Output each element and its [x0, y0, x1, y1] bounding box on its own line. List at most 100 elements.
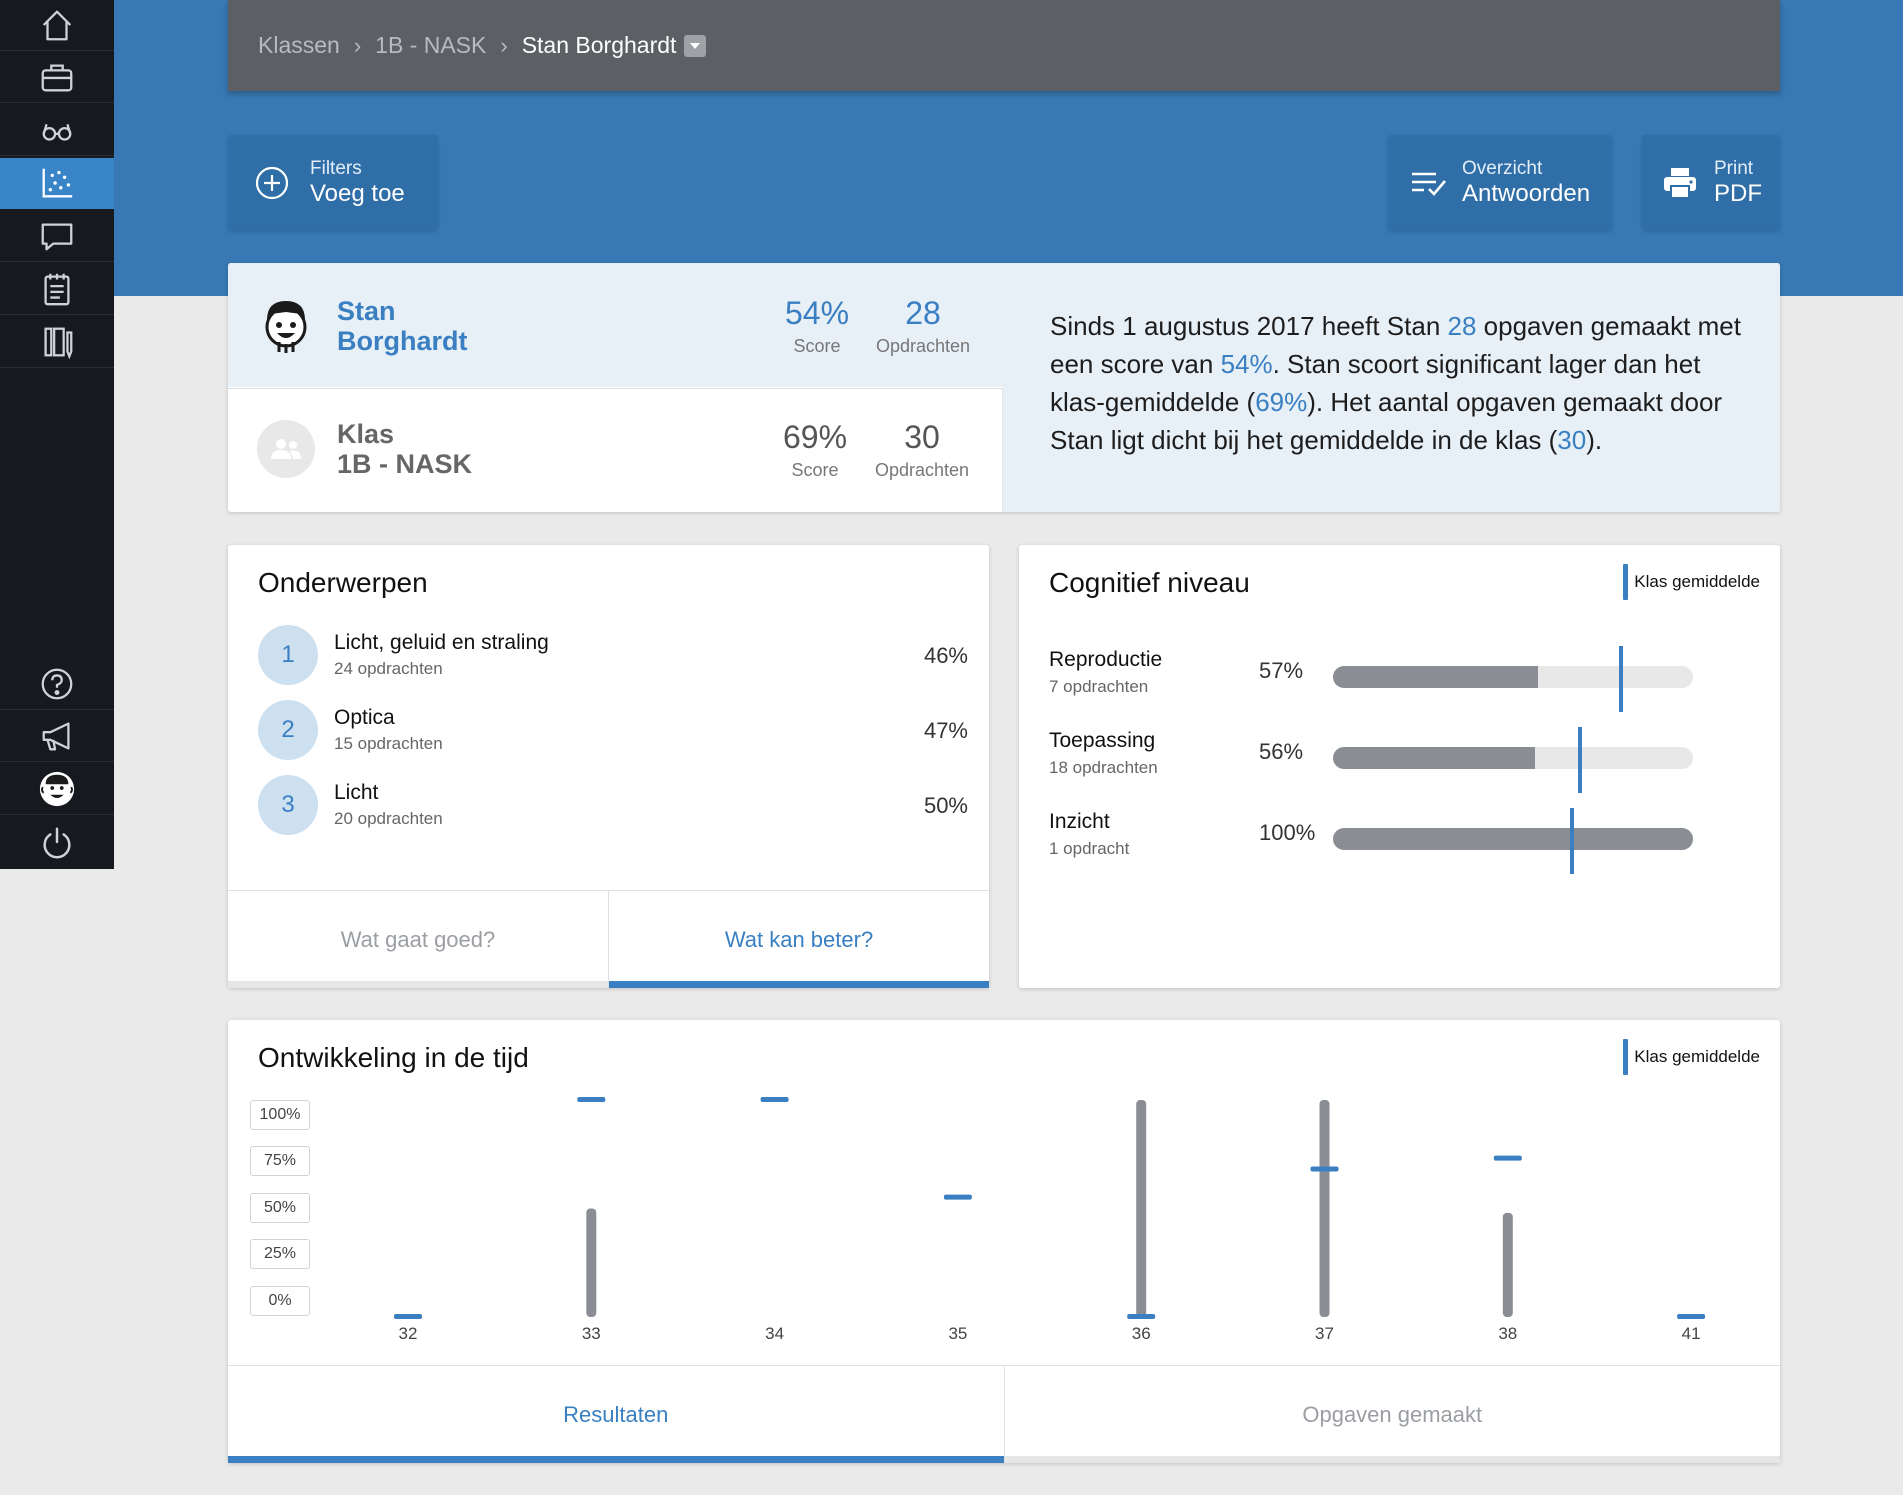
sidebar-item-home[interactable]: [0, 0, 114, 51]
topic-score: 50%: [923, 793, 968, 818]
sidebar-item-messages[interactable]: [0, 211, 114, 262]
development-tabs: Resultaten Opgaven gemaakt: [228, 1365, 1780, 1463]
x-tick-label: 34: [765, 1324, 784, 1340]
summary-card: Stan Borghardt 54% Score 28 Opdrachten K…: [228, 263, 1780, 512]
print-label: Print: [1714, 157, 1754, 179]
class-average-marker: [1570, 808, 1575, 874]
cognitive-card: Cognitief niveau Klas gemiddelde Reprodu…: [1019, 545, 1780, 988]
class-name[interactable]: Klas 1B - NASK: [337, 419, 473, 479]
sidebar-item-announcements[interactable]: [0, 711, 114, 762]
chevron-right-icon: ›: [500, 32, 508, 58]
topics-tabs: Wat gaat goed? Wat kan beter?: [228, 890, 989, 988]
overview-label: Overzicht: [1462, 157, 1543, 179]
breadcrumb-klassen[interactable]: Klassen: [258, 32, 340, 58]
glasses-icon: [42, 123, 72, 141]
cognitive-bar: [1333, 828, 1693, 850]
book-pencil-icon: [44, 327, 73, 360]
legend-swatch: [1623, 564, 1629, 600]
cognitive-score: 57%: [1259, 658, 1304, 683]
tab-wat-kan-beter[interactable]: Wat kan beter?: [608, 891, 989, 988]
class-summary-row: Klas 1B - NASK 69% Score 30 Opdrachten: [228, 388, 1003, 512]
sidebar-item-methods[interactable]: [0, 317, 114, 368]
student-name[interactable]: Stan Borghardt: [337, 296, 468, 356]
result-bar[interactable]: [1319, 1100, 1330, 1317]
cognitive-title: Cognitief niveau: [1049, 567, 1250, 598]
topic-count: 24 opdrachten: [334, 659, 443, 678]
tab-resultaten[interactable]: Resultaten: [228, 1366, 1004, 1463]
class-score-label: Score: [791, 460, 839, 480]
topic-title: Optica: [334, 706, 395, 729]
topic-score: 47%: [923, 718, 968, 743]
print-action: PDF: [1714, 179, 1762, 207]
topic-row[interactable]: 3 Licht 20 opdrachten 50%: [258, 775, 968, 835]
student-score: 54%: [784, 295, 850, 331]
megaphone-icon: [42, 722, 70, 751]
briefcase-icon: [41, 64, 73, 92]
x-tick-label: 37: [1315, 1324, 1334, 1340]
class-average-marker: [1577, 727, 1582, 793]
sidebar-item-portfolio[interactable]: [0, 52, 114, 103]
x-tick-label: 35: [948, 1324, 967, 1340]
sidebar-item-logout[interactable]: [0, 817, 114, 868]
summary-text: Sinds 1 augustus 2017 heeft Stan 28 opga…: [1050, 311, 1741, 455]
cognitive-legend: Klas gemiddelde: [1623, 564, 1760, 600]
sidebar-item-review[interactable]: [0, 105, 114, 156]
checklist-icon: [1412, 172, 1446, 196]
cognitive-label: Reproductie: [1049, 648, 1163, 671]
cognitive-count: 1 opdracht: [1049, 839, 1130, 858]
tab-wat-gaat-goed[interactable]: Wat gaat goed?: [228, 891, 608, 988]
home-icon: [42, 10, 72, 41]
cognitive-row: Reproductie 7 opdrachten 57%: [1049, 646, 1693, 712]
student-dropdown-icon[interactable]: [684, 34, 707, 57]
x-tick-label: 41: [1682, 1324, 1701, 1340]
cognitive-bar: [1333, 666, 1693, 688]
result-bar[interactable]: [586, 1208, 597, 1318]
sidebar-item-help[interactable]: [0, 659, 114, 710]
class-score: 69%: [782, 419, 848, 455]
overview-action: Antwoorden: [1462, 179, 1591, 207]
topic-row[interactable]: 1 Licht, geluid en straling 24 opdrachte…: [258, 625, 968, 685]
cognitive-count: 7 opdrachten: [1049, 677, 1149, 696]
y-tick-label: 50%: [250, 1193, 310, 1223]
result-bar[interactable]: [1502, 1212, 1513, 1317]
sidebar-item-tasks[interactable]: [0, 264, 114, 315]
chevron-right-icon: ›: [353, 32, 362, 58]
power-icon: [43, 827, 71, 858]
sidebar-item-profile[interactable]: [0, 764, 114, 815]
topic-count: 20 opdrachten: [334, 809, 443, 828]
class-average-marker: [394, 1314, 422, 1319]
cognitive-bar-fill: [1333, 666, 1539, 688]
add-circle-icon: [255, 166, 289, 199]
filters-button[interactable]: Filters Voeg toe: [228, 135, 438, 230]
cognitive-label: Toepassing: [1049, 729, 1156, 752]
chat-icon: [41, 223, 73, 251]
breadcrumb: Klassen › 1B - NASK › Stan Borghardt: [228, 0, 1780, 91]
x-tick-label: 38: [1498, 1324, 1517, 1340]
filters-action: Voeg toe: [310, 179, 405, 207]
class-count: 30: [904, 419, 940, 455]
tab-opgaven-gemaakt[interactable]: Opgaven gemaakt: [1003, 1366, 1780, 1463]
result-bar[interactable]: [1136, 1100, 1147, 1317]
breadcrumb-class[interactable]: 1B - NASK: [375, 32, 487, 58]
student-avatar: [265, 301, 307, 353]
topic-score: 46%: [923, 643, 968, 668]
topic-row[interactable]: 2 Optica 15 opdrachten 47%: [258, 700, 968, 760]
x-tick-label: 36: [1132, 1324, 1151, 1340]
y-tick-label: 0%: [250, 1286, 310, 1316]
sidebar-item-results[interactable]: [0, 158, 114, 209]
class-average-marker: [1310, 1166, 1339, 1172]
class-average-marker: [1619, 646, 1623, 712]
topic-number: 3: [258, 775, 318, 835]
overview-answers-button[interactable]: Overzicht Antwoorden: [1388, 135, 1612, 230]
print-pdf-button[interactable]: Print PDF: [1642, 135, 1780, 230]
student-score-label: Score: [793, 336, 841, 356]
class-count-label: Opdrachten: [874, 460, 970, 480]
topic-title: Licht: [334, 781, 379, 804]
summary-description: Sinds 1 augustus 2017 heeft Stan 28 opga…: [1003, 263, 1780, 512]
topic-count: 15 opdrachten: [334, 734, 443, 753]
topics-title: Onderwerpen: [258, 567, 428, 598]
topic-number: 2: [258, 700, 318, 760]
class-avatar: [257, 420, 315, 478]
class-average-marker: [1677, 1314, 1706, 1319]
class-average-marker: [760, 1097, 789, 1102]
